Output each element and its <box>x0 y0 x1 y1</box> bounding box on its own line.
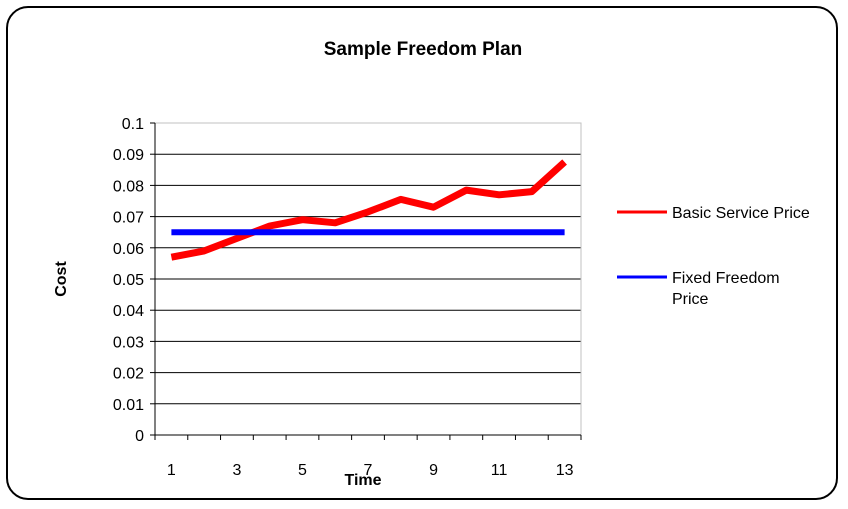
x-tick-label: 3 <box>232 462 241 479</box>
x-tick-label: 7 <box>364 462 373 479</box>
y-tick-labels: 0 0.01 0.02 0.03 0.04 0.05 0.06 0.07 0.08 0.09 0.1 <box>113 116 144 445</box>
legend-label-basic-service-price: Basic Service Price <box>672 205 810 222</box>
legend-label-fixed-freedom-price-line2: Price <box>672 291 709 308</box>
axes <box>150 122 582 440</box>
y-tick-label: 0.1 <box>122 116 144 133</box>
y-tick-label: 0.07 <box>113 210 144 227</box>
y-tick-label: 0 <box>135 428 144 445</box>
series-lines <box>170 159 567 261</box>
x-axis-label: Time <box>344 472 381 489</box>
x-tick-label: 9 <box>429 462 438 479</box>
y-tick-label: 0.06 <box>113 241 144 258</box>
chart-title: Sample Freedom Plan <box>324 39 523 60</box>
legend: Basic Service Price Fixed Freedom Price <box>617 205 810 308</box>
x-tick-labels: 1 3 5 7 9 11 13 <box>167 462 574 479</box>
x-tick-label: 11 <box>491 462 508 479</box>
legend-label-fixed-freedom-price-line1: Fixed Freedom <box>672 270 780 287</box>
y-tick-label: 0.03 <box>113 334 144 351</box>
gridlines <box>155 122 581 405</box>
series-line-basic-service-price <box>170 159 567 261</box>
y-axis-label: Cost <box>53 261 70 297</box>
x-tick-label: 13 <box>556 462 574 479</box>
y-tick-label: 0.02 <box>113 366 144 383</box>
y-tick-label: 0.04 <box>113 303 144 320</box>
chart-frame <box>6 6 838 500</box>
y-tick-label: 0.09 <box>113 147 144 164</box>
x-tick-label: 5 <box>298 462 307 479</box>
y-tick-label: 0.08 <box>113 178 144 195</box>
x-tick-label: 1 <box>167 462 176 479</box>
y-tick-label: 0.05 <box>113 272 144 289</box>
y-tick-label: 0.01 <box>113 397 144 414</box>
